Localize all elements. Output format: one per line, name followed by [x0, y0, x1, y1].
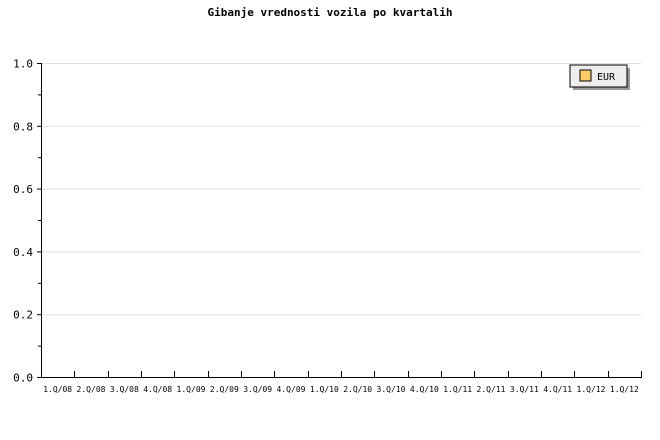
y-tick-label: 0.8	[13, 120, 33, 133]
x-tick-label: 2.Q/11	[477, 385, 506, 394]
y-tick-label: 1.0	[13, 58, 33, 71]
x-tick-label: 1.Q/10	[310, 385, 339, 394]
x-tick-label: 4.Q/10	[410, 385, 439, 394]
x-tick-label: 1.Q/09	[177, 385, 206, 394]
y-tick-label: 0.4	[13, 246, 33, 259]
legend-swatch	[579, 69, 592, 82]
x-tick-label: 1.Q/12	[610, 385, 639, 394]
x-tick-label: 4.Q/11	[543, 385, 572, 394]
y-tick-label: 0.2	[13, 309, 33, 322]
legend-label: EUR	[597, 72, 616, 83]
x-tick-label: 3.Q/08	[110, 385, 139, 394]
x-tick-label: 3.Q/11	[510, 385, 539, 394]
x-tick-label: 1.Q/08	[43, 385, 72, 394]
x-tick-label: 3.Q/10	[377, 385, 406, 394]
x-tick-label: 3.Q/09	[243, 385, 272, 394]
x-tick-label: 4.Q/09	[277, 385, 306, 394]
legend: EUR	[569, 64, 630, 90]
x-tick-label: 1.Q/11	[443, 385, 472, 394]
y-tick-label: 0.0	[13, 372, 33, 385]
chart-title: Gibanje vrednosti vozila po kvartalih	[207, 6, 452, 19]
x-tick-label: 1.Q/12	[577, 385, 606, 394]
x-tick-label: 4.Q/08	[143, 385, 172, 394]
x-tick-label: 2.Q/08	[77, 385, 106, 394]
x-tick-label: 2.Q/10	[343, 385, 372, 394]
y-tick-label: 0.6	[13, 183, 33, 196]
x-tick-label: 2.Q/09	[210, 385, 239, 394]
